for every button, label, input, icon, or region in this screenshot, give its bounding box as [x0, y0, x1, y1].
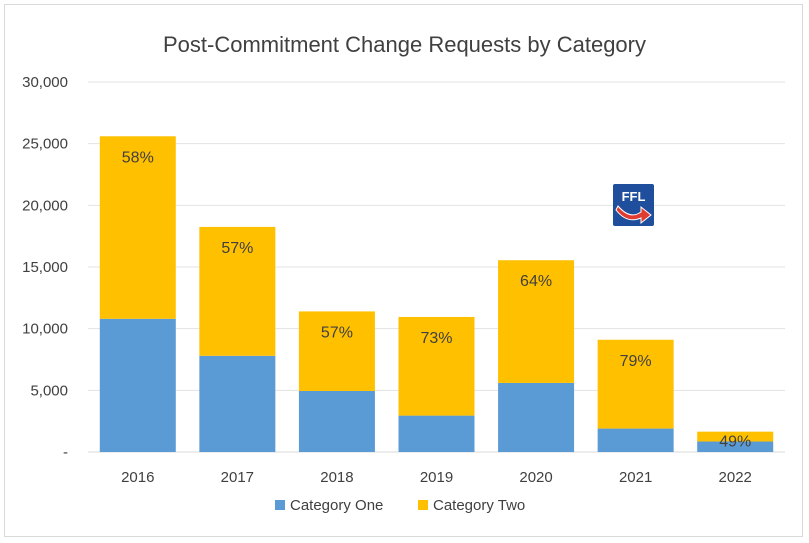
y-tick-label: -: [63, 444, 68, 461]
y-tick-label: 10,000: [22, 321, 68, 338]
bar-category-two: [99, 136, 176, 319]
bar-category-two: [199, 226, 276, 356]
data-label: 49%: [719, 434, 751, 451]
bar-category-two: [697, 431, 774, 442]
logo-text: FFL: [622, 189, 646, 204]
data-label: 57%: [321, 324, 353, 341]
bar-category-two: [597, 339, 674, 429]
data-label: 58%: [122, 149, 154, 166]
x-tick-label: 2018: [320, 469, 353, 486]
legend: Category One Category Two: [275, 497, 525, 514]
y-tick-label: 30,000: [22, 74, 68, 91]
bar-category-one: [498, 382, 575, 452]
x-tick-label: 2019: [420, 469, 453, 486]
bar-category-two: [298, 311, 375, 391]
legend-label: Category One: [290, 497, 383, 514]
legend-label: Category Two: [433, 497, 525, 514]
x-tick-label: 2021: [619, 469, 652, 486]
y-axis: - 5,000 10,000 15,000 20,000 25,000 30,000: [22, 74, 68, 461]
bar-category-one: [697, 441, 774, 452]
legend-swatch: [418, 500, 428, 510]
x-tick-label: 2017: [221, 469, 254, 486]
data-label: 79%: [620, 353, 652, 370]
bar-category-one: [398, 415, 475, 452]
data-label: 73%: [420, 330, 452, 347]
ffl-logo-icon: FFL: [613, 184, 654, 226]
bar-category-two: [498, 260, 575, 383]
data-label: 64%: [520, 273, 552, 290]
x-tick-label: 2022: [719, 469, 752, 486]
bar-category-one: [597, 428, 674, 452]
data-labels: 58% 57% 57% 73% 64% 79% 49%: [122, 149, 751, 450]
y-tick-label: 20,000: [22, 197, 68, 214]
bar-category-one: [99, 318, 176, 452]
x-tick-label: 2020: [519, 469, 552, 486]
y-tick-label: 5,000: [30, 382, 68, 399]
bars: [99, 136, 774, 452]
x-tick-label: 2016: [121, 469, 154, 486]
x-axis: 2016 2017 2018 2019 2020 2021 2022: [121, 469, 752, 486]
legend-swatch: [275, 500, 285, 510]
y-tick-label: 25,000: [22, 136, 68, 153]
logo-arrow: [615, 205, 652, 225]
bar-category-two: [398, 316, 475, 416]
chart-title: Post-Commitment Change Requests by Categ…: [163, 32, 646, 57]
bar-category-one: [298, 390, 375, 452]
y-tick-label: 15,000: [22, 259, 68, 276]
bar-category-one: [199, 355, 276, 452]
data-label: 57%: [221, 240, 253, 257]
